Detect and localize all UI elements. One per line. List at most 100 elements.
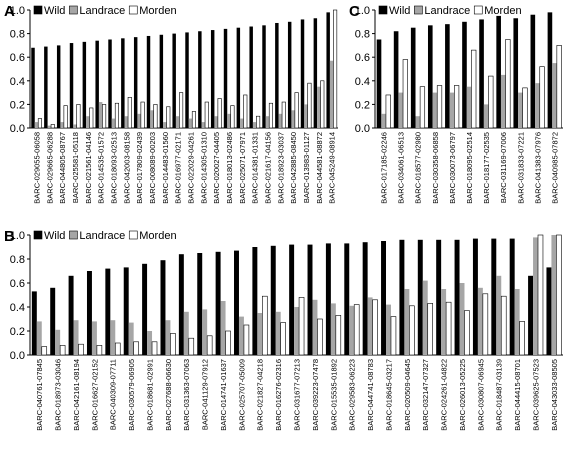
bar xyxy=(333,9,338,129)
bar xyxy=(256,115,261,129)
y-tick-label: 0.4 xyxy=(10,76,25,88)
bar xyxy=(160,260,166,355)
legend-label: Wild xyxy=(44,5,65,17)
bar xyxy=(500,295,507,356)
bar xyxy=(417,239,423,355)
x-tick-label: BARC-027688-06630 xyxy=(164,359,173,431)
bar xyxy=(230,105,235,129)
bar xyxy=(68,275,74,355)
bar xyxy=(121,38,125,128)
bar xyxy=(262,25,266,129)
legend-label: Morden xyxy=(139,5,176,17)
bar xyxy=(535,83,540,128)
bar xyxy=(202,309,208,355)
x-tick-label: BARC-018923-03037 xyxy=(276,132,285,204)
x-tick-label: BARC-044415-08701 xyxy=(513,359,522,431)
bar xyxy=(238,316,244,355)
bar xyxy=(105,268,111,355)
bar xyxy=(280,322,286,356)
bar xyxy=(110,320,116,355)
x-tick-label: BARC-017809-02439 xyxy=(135,132,144,204)
x-tick-label: BARC-026013-05225 xyxy=(458,359,467,431)
y-tick-label: 0.0 xyxy=(355,123,370,135)
bar xyxy=(300,19,305,128)
bar xyxy=(243,324,250,356)
bar xyxy=(55,329,61,355)
bar xyxy=(31,291,37,355)
bar xyxy=(278,113,283,128)
bar xyxy=(204,101,209,129)
bar xyxy=(472,238,478,355)
bar xyxy=(265,116,270,128)
bar xyxy=(483,104,489,128)
bar xyxy=(153,104,158,129)
bar xyxy=(275,22,279,129)
bar xyxy=(436,239,442,355)
bar xyxy=(31,47,35,129)
bar xyxy=(50,287,56,355)
bar xyxy=(236,27,241,129)
bar xyxy=(178,254,184,355)
bar xyxy=(133,341,139,356)
x-tick-label: BARC-041129-07912 xyxy=(201,359,210,430)
x-tick-label: BARC-018013-02486 xyxy=(225,132,234,204)
y-tick-label: 0.2 xyxy=(10,326,25,338)
bar xyxy=(86,116,90,128)
bar xyxy=(133,37,138,128)
bar xyxy=(98,102,103,128)
bar xyxy=(191,111,196,129)
x-tick-label: BARC-014741-01637 xyxy=(219,359,228,431)
bar xyxy=(188,118,193,128)
bar xyxy=(127,97,132,129)
x-tick-label: BARC-034061-06513 xyxy=(397,132,406,204)
x-tick-label: BARC-017185-02246 xyxy=(380,132,389,204)
bar xyxy=(556,45,562,129)
bar xyxy=(552,63,557,128)
bar xyxy=(151,341,158,356)
bar xyxy=(108,39,112,128)
bar xyxy=(432,92,438,128)
bar xyxy=(528,275,534,355)
x-tick-label: BARC-040985-07872 xyxy=(550,132,559,204)
bar xyxy=(464,310,470,356)
bar xyxy=(47,125,52,128)
bar xyxy=(63,105,68,129)
bar xyxy=(556,234,562,356)
bar xyxy=(304,104,308,128)
y-tick-label: 0.6 xyxy=(10,278,25,290)
bar xyxy=(201,122,206,128)
x-tick-label: BARC-025581-05118 xyxy=(71,132,80,203)
bar xyxy=(128,322,134,355)
legend-swatch xyxy=(473,5,483,15)
x-tick-label: BARC-029665-06288 xyxy=(45,132,54,204)
bar xyxy=(215,251,221,355)
legend-label: Wild xyxy=(44,230,65,242)
bar xyxy=(140,101,145,129)
x-tick-label: BARC-041383-07976 xyxy=(533,132,542,204)
x-tick-label: BARC-018093-02513 xyxy=(109,132,118,204)
bar xyxy=(445,301,452,356)
bar xyxy=(197,253,203,355)
bar xyxy=(500,74,506,128)
bar xyxy=(198,31,202,129)
x-tick-label: BARC-018577-02980 xyxy=(414,132,423,204)
bar xyxy=(496,15,501,128)
bar xyxy=(419,86,426,129)
bar xyxy=(73,124,77,128)
bar xyxy=(330,303,336,355)
bar xyxy=(227,113,231,128)
bar xyxy=(172,33,176,128)
bar xyxy=(165,320,171,355)
bar xyxy=(96,345,103,356)
bar xyxy=(268,102,273,129)
bar xyxy=(349,305,355,355)
x-tick-label: BARC-008089-00203 xyxy=(148,132,157,204)
x-tick-label: BARC-021617-04156 xyxy=(263,132,272,204)
x-tick-label: BARC-022029-04261 xyxy=(186,132,195,204)
bar xyxy=(307,82,312,129)
bar xyxy=(252,122,257,128)
bar xyxy=(398,92,404,128)
x-tick-label: BARC-031833-07221 xyxy=(516,132,525,204)
bar xyxy=(488,75,494,129)
